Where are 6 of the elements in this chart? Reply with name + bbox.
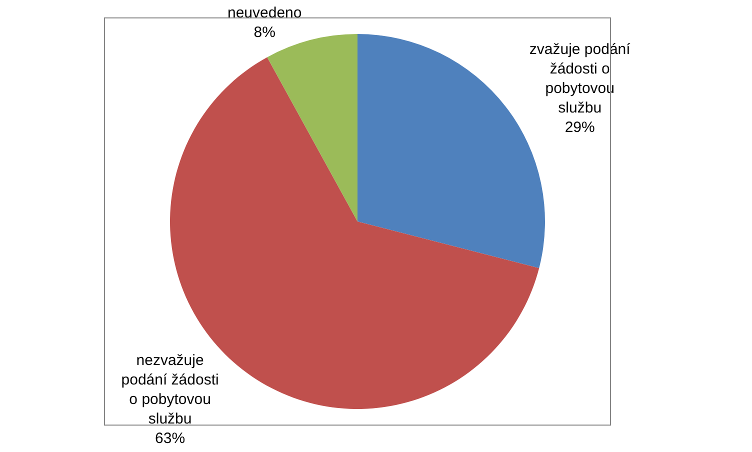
slice-label: neuvedeno — [227, 4, 302, 22]
data-label: 63% — [155, 430, 186, 447]
slice-label: nezvažuje podání žádosti o pobytovou službu — [121, 352, 219, 428]
data-label: 8% — [254, 24, 276, 42]
slice-label: zvažuje podání žádosti o pobytovou službu — [529, 41, 632, 117]
data-label: 29% — [564, 119, 595, 136]
